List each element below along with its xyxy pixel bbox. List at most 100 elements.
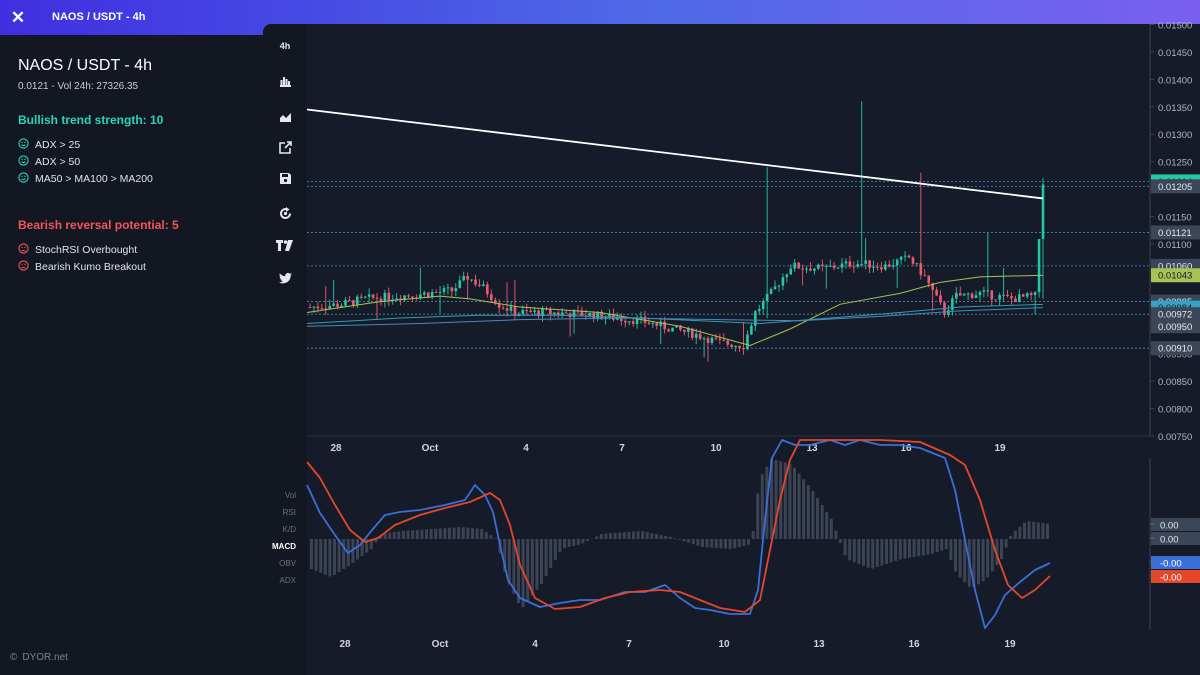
sad-face-icon bbox=[18, 243, 29, 257]
candle-body bbox=[998, 295, 1001, 300]
candle-body bbox=[422, 292, 426, 295]
candle-body bbox=[821, 264, 824, 267]
candle-body bbox=[730, 344, 733, 348]
candle-body bbox=[352, 300, 355, 306]
indicator-time-tick-label: 7 bbox=[626, 639, 632, 650]
area-chart-icon[interactable] bbox=[263, 104, 307, 128]
candle-body bbox=[895, 259, 899, 266]
indicator-tab-rsi[interactable]: RSI bbox=[283, 508, 296, 517]
histogram-bar bbox=[466, 527, 470, 539]
smile-face-icon bbox=[18, 155, 29, 169]
histogram-bar bbox=[1009, 536, 1013, 539]
trendline bbox=[306, 108, 1044, 200]
indicator-time-tick-label: 13 bbox=[813, 639, 825, 650]
candle-body bbox=[706, 338, 710, 343]
candle-body bbox=[927, 275, 931, 284]
bullish-item-label: ADX > 25 bbox=[35, 139, 81, 151]
histogram-bar bbox=[977, 539, 980, 585]
candle-body bbox=[387, 292, 391, 301]
histogram-bar bbox=[710, 539, 714, 548]
candle-body bbox=[966, 293, 970, 295]
candle-body bbox=[698, 333, 702, 339]
candle-body bbox=[663, 321, 666, 330]
bullish-item: ADX > 25 bbox=[18, 138, 80, 152]
indicator-time-tick-label: Oct bbox=[432, 639, 449, 650]
candle-body bbox=[316, 306, 320, 309]
histogram-bar bbox=[995, 539, 999, 566]
candle-body bbox=[627, 321, 631, 323]
candle-body bbox=[801, 268, 804, 270]
histogram-bar bbox=[802, 479, 806, 539]
macd-value-box bbox=[1151, 518, 1200, 531]
candle-body bbox=[726, 340, 730, 345]
candle-body bbox=[939, 295, 942, 303]
price-tick-label: 0.01100 bbox=[1158, 240, 1192, 251]
candle-body bbox=[844, 261, 848, 264]
timeframe-button[interactable]: 4h bbox=[263, 34, 307, 58]
candle-body bbox=[754, 311, 757, 326]
histogram-bar bbox=[475, 528, 479, 539]
candle-body bbox=[560, 312, 564, 315]
candle-body bbox=[702, 338, 706, 340]
histogram-bar bbox=[434, 528, 438, 539]
candle-body bbox=[541, 308, 544, 317]
candle-body bbox=[1037, 239, 1041, 293]
candle-body bbox=[505, 308, 509, 311]
price-marker-label: 0.01121 bbox=[1158, 228, 1192, 239]
candle-body bbox=[974, 295, 978, 299]
histogram-bar bbox=[609, 533, 612, 539]
candle-body bbox=[777, 285, 781, 287]
histogram-bar bbox=[912, 539, 916, 557]
chart-toolbar: 4h bbox=[263, 24, 307, 675]
bar-chart-icon[interactable] bbox=[263, 68, 307, 92]
histogram-bar bbox=[793, 467, 796, 539]
histogram-bar bbox=[926, 539, 930, 555]
indicator-tab-obv[interactable]: OBV bbox=[279, 559, 297, 568]
histogram-bar bbox=[659, 534, 663, 539]
external-link-icon[interactable] bbox=[263, 135, 307, 159]
save-icon[interactable] bbox=[263, 166, 307, 190]
histogram-bar bbox=[760, 474, 764, 539]
candle-body bbox=[375, 297, 379, 299]
refresh-icon[interactable] bbox=[263, 201, 307, 225]
histogram-bar bbox=[862, 539, 865, 566]
time-tick-label: 16 bbox=[900, 443, 912, 454]
candle-body bbox=[403, 295, 406, 300]
candle-body bbox=[328, 305, 332, 309]
histogram-bar bbox=[604, 533, 608, 539]
indicator-tab-adx[interactable]: ADX bbox=[280, 576, 297, 585]
tradingview-icon[interactable] bbox=[263, 233, 307, 257]
histogram-bar bbox=[811, 491, 815, 539]
indicator-time-tick-label: 10 bbox=[718, 639, 730, 650]
histogram-bar bbox=[457, 527, 461, 539]
close-icon[interactable]: ✕ bbox=[10, 7, 26, 27]
price-marker-box bbox=[1151, 307, 1200, 322]
price-tick-label: 0.01250 bbox=[1158, 158, 1192, 169]
indicator-tab-vol[interactable]: Vol bbox=[285, 491, 296, 500]
histogram-bar bbox=[622, 532, 626, 539]
histogram-bar bbox=[682, 539, 686, 542]
price-tick-label: 0.00800 bbox=[1158, 405, 1192, 416]
indicator-tab-kd[interactable]: K/D bbox=[283, 525, 297, 534]
time-tick-label: Oct bbox=[422, 443, 439, 454]
candle-body bbox=[371, 294, 375, 298]
indicator-tab-macd[interactable]: MACD bbox=[272, 542, 296, 551]
histogram-bar bbox=[563, 539, 566, 549]
histogram-bar bbox=[714, 539, 718, 548]
candle-body bbox=[616, 318, 619, 320]
candle-body bbox=[1025, 293, 1029, 297]
histogram-bar bbox=[333, 539, 336, 576]
candle-body bbox=[1002, 294, 1005, 296]
candle-body bbox=[308, 307, 312, 309]
histogram-bar bbox=[940, 539, 944, 551]
ma50-line bbox=[306, 274, 1044, 346]
candle-body bbox=[888, 264, 891, 267]
time-tick-label: 13 bbox=[806, 443, 818, 454]
histogram-bar bbox=[379, 535, 382, 539]
twitter-icon[interactable] bbox=[263, 266, 307, 290]
histogram-bar bbox=[618, 532, 622, 539]
candle-body bbox=[407, 295, 410, 297]
histogram-bar bbox=[981, 539, 985, 582]
candle-body bbox=[864, 260, 867, 264]
